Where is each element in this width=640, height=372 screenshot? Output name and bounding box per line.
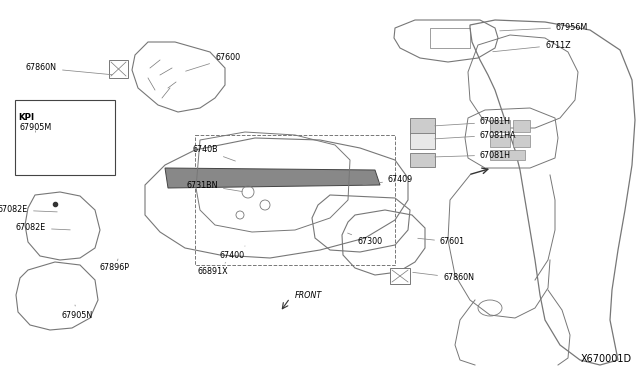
Text: FRONT: FRONT [295, 291, 323, 300]
Polygon shape [490, 150, 525, 160]
Text: 67600: 67600 [186, 54, 240, 71]
Text: 6740B: 6740B [193, 145, 236, 161]
Polygon shape [490, 120, 510, 132]
Bar [15, 100, 115, 175]
Polygon shape [410, 133, 435, 149]
Text: 67896P: 67896P [100, 259, 130, 273]
Text: 67400: 67400 [220, 246, 245, 260]
Text: 6711Z: 6711Z [493, 41, 571, 52]
Text: 67860N: 67860N [413, 272, 474, 282]
Text: 67956M: 67956M [500, 22, 588, 32]
Text: KPI: KPI [18, 113, 34, 122]
Text: 66891X: 66891X [197, 263, 228, 276]
Text: 67082E: 67082E [0, 205, 57, 215]
Polygon shape [109, 60, 128, 78]
Text: X670001D: X670001D [581, 354, 632, 364]
Text: 6731BN: 6731BN [186, 180, 243, 192]
Text: 67300: 67300 [348, 233, 382, 247]
Polygon shape [513, 120, 530, 132]
Text: 67082E: 67082E [16, 224, 70, 232]
Polygon shape [390, 268, 410, 284]
Polygon shape [513, 135, 530, 147]
Text: 67081H: 67081H [435, 151, 511, 160]
Polygon shape [490, 135, 510, 147]
Text: 67860N: 67860N [26, 64, 112, 75]
Polygon shape [410, 118, 435, 134]
Text: 67409: 67409 [363, 176, 413, 185]
Text: 67905N: 67905N [62, 305, 93, 321]
Polygon shape [410, 153, 435, 167]
Bar [195, 135, 395, 265]
Text: 67601: 67601 [418, 237, 465, 247]
Text: 67081H: 67081H [435, 118, 511, 126]
Polygon shape [165, 168, 380, 188]
Text: 67905M: 67905M [20, 124, 52, 132]
Text: 67081HA: 67081HA [435, 131, 516, 140]
